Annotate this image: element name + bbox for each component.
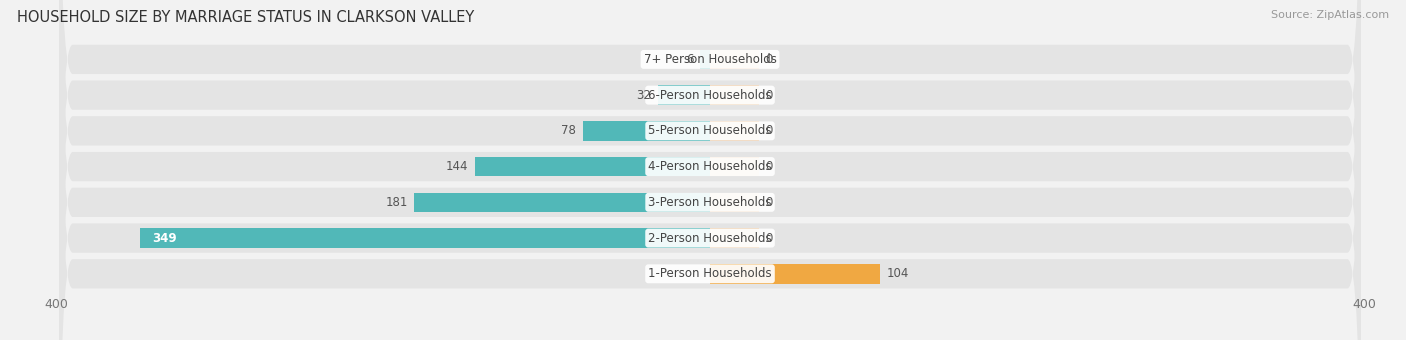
- Bar: [710, 264, 880, 284]
- Bar: [710, 157, 759, 176]
- Bar: [658, 85, 710, 105]
- FancyBboxPatch shape: [59, 0, 1361, 340]
- Bar: [710, 85, 759, 105]
- Bar: [710, 50, 759, 69]
- Text: 0: 0: [766, 53, 773, 66]
- Text: 32: 32: [637, 89, 651, 102]
- Bar: [710, 121, 759, 141]
- FancyBboxPatch shape: [59, 0, 1361, 340]
- Bar: [415, 192, 710, 212]
- Bar: [710, 192, 759, 212]
- Text: 6: 6: [686, 53, 693, 66]
- Text: 0: 0: [766, 124, 773, 137]
- Text: 104: 104: [887, 267, 908, 280]
- Text: 349: 349: [153, 232, 177, 244]
- Text: 5-Person Households: 5-Person Households: [648, 124, 772, 137]
- Text: 4-Person Households: 4-Person Households: [648, 160, 772, 173]
- Text: 3-Person Households: 3-Person Households: [648, 196, 772, 209]
- Text: 181: 181: [385, 196, 408, 209]
- FancyBboxPatch shape: [59, 0, 1361, 340]
- Text: 7+ Person Households: 7+ Person Households: [644, 53, 776, 66]
- Bar: [582, 121, 710, 141]
- Bar: [139, 228, 710, 248]
- Text: 0: 0: [766, 160, 773, 173]
- Bar: [700, 50, 710, 69]
- FancyBboxPatch shape: [59, 3, 1361, 340]
- Text: 78: 78: [561, 124, 576, 137]
- Text: 0: 0: [766, 89, 773, 102]
- Text: HOUSEHOLD SIZE BY MARRIAGE STATUS IN CLARKSON VALLEY: HOUSEHOLD SIZE BY MARRIAGE STATUS IN CLA…: [17, 10, 474, 25]
- Text: 0: 0: [766, 232, 773, 244]
- Text: 6-Person Households: 6-Person Households: [648, 89, 772, 102]
- FancyBboxPatch shape: [59, 0, 1361, 340]
- FancyBboxPatch shape: [59, 0, 1361, 330]
- FancyBboxPatch shape: [59, 0, 1361, 340]
- Text: 0: 0: [766, 196, 773, 209]
- Text: 144: 144: [446, 160, 468, 173]
- Text: 2-Person Households: 2-Person Households: [648, 232, 772, 244]
- Text: 1-Person Households: 1-Person Households: [648, 267, 772, 280]
- Bar: [475, 157, 710, 176]
- Bar: [710, 228, 759, 248]
- Text: Source: ZipAtlas.com: Source: ZipAtlas.com: [1271, 10, 1389, 20]
